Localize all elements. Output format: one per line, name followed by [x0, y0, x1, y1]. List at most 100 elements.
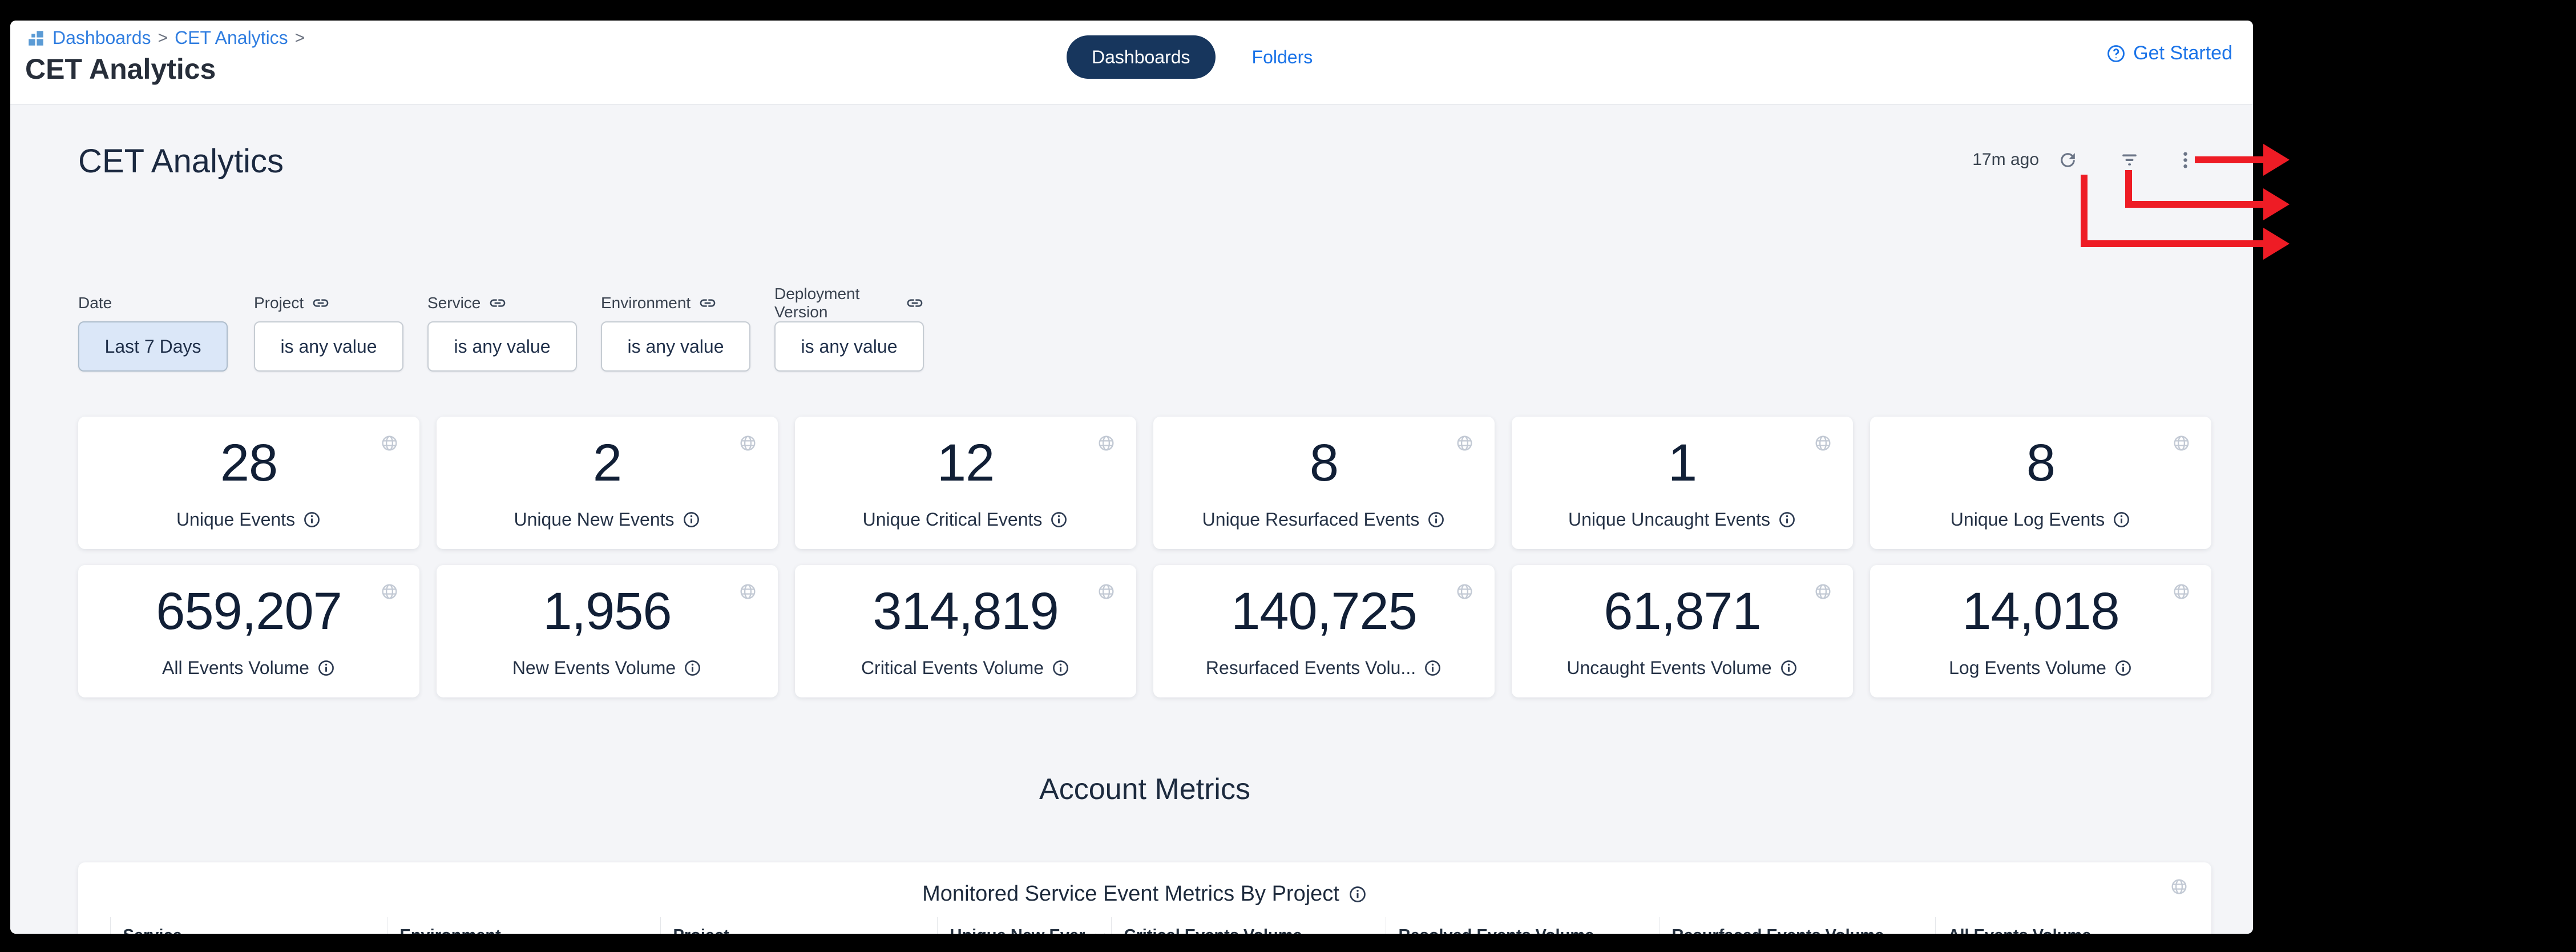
info-icon[interactable]: [1051, 659, 1070, 677]
kpi-value: 1: [1667, 434, 1697, 492]
globe-icon: [1814, 582, 1832, 601]
help-question-icon: [2106, 43, 2126, 64]
kpi-value: 2: [592, 434, 622, 492]
globe-icon: [1455, 434, 1474, 453]
filter-project-value[interactable]: is any value: [254, 321, 403, 372]
annotation-arrow-refresh-head: [2263, 228, 2290, 260]
kpi-value: 14,018: [1962, 582, 2119, 640]
table-card: Monitored Service Event Metrics By Proje…: [78, 862, 2211, 934]
kpi-value: 140,725: [1231, 582, 1418, 640]
kpi-label: All Events Volume: [162, 657, 309, 678]
column-header-unique-new-events[interactable]: Unique New Ever: [936, 917, 1111, 934]
kpi-value: 28: [220, 434, 278, 492]
page-title: CET Analytics: [25, 53, 216, 85]
tab-dashboards[interactable]: Dashboards: [1067, 35, 1216, 79]
annotation-arrow-filter-vline: [2125, 170, 2132, 208]
annotation-arrow-filter-line: [2125, 201, 2263, 208]
filter-icon[interactable]: [2118, 149, 2140, 171]
filter-project: Project is any value: [254, 293, 403, 372]
filter-service: Service is any value: [427, 293, 577, 372]
column-header-all-events-volume[interactable]: All Events Volume: [1935, 917, 2211, 934]
kpi-card-log-events-volume: 14,018 Log Events Volume: [1870, 565, 2211, 697]
section-title: Account Metrics: [1039, 773, 1250, 806]
info-icon[interactable]: [1348, 885, 1367, 904]
annotation-arrow-refresh-line: [2081, 240, 2263, 247]
globe-icon: [2172, 582, 2191, 601]
annotation-arrow-filter-head: [2263, 188, 2290, 220]
column-header-resurfaced-events-volume[interactable]: Resurfaced Events Volume: [1658, 917, 1935, 934]
dashboard-content: CET Analytics 17m ago Date Last 7 Days: [10, 104, 2253, 934]
breadcrumb-link-cet-analytics[interactable]: CET Analytics: [175, 27, 288, 48]
globe-icon: [1097, 582, 1116, 601]
kpi-label: Unique Uncaught Events: [1568, 509, 1770, 530]
breadcrumb-link-dashboards[interactable]: Dashboards: [53, 27, 151, 48]
globe-icon: [1814, 434, 1832, 453]
info-icon[interactable]: [1049, 510, 1068, 529]
kpi-label: Unique Events: [176, 509, 296, 530]
filter-environment: Environment is any value: [601, 293, 750, 372]
kpi-card-unique-log-events: 8 Unique Log Events: [1870, 417, 2211, 549]
info-icon[interactable]: [2114, 659, 2133, 677]
link-icon: [488, 294, 507, 312]
globe-icon: [1455, 582, 1474, 601]
globe-icon: [1097, 434, 1116, 453]
app-window: Dashboards > CET Analytics > CET Analyti…: [10, 21, 2253, 934]
column-header-critical-events-volume[interactable]: Critical Events Volume: [1111, 917, 1386, 934]
info-icon[interactable]: [1427, 510, 1446, 529]
column-header-service[interactable]: Service: [110, 917, 387, 934]
column-header-environment[interactable]: Environment: [386, 917, 660, 934]
kpi-card-all-events-volume: 659,207 All Events Volume: [78, 565, 419, 697]
globe-icon: [738, 434, 757, 453]
refresh-icon[interactable]: [2057, 149, 2078, 171]
info-icon[interactable]: [1778, 510, 1796, 529]
kpi-label: Uncaught Events Volume: [1566, 657, 1772, 678]
info-icon[interactable]: [1423, 659, 1442, 677]
breadcrumb-separator: >: [158, 28, 168, 47]
column-header-resolved-events-volume[interactable]: Resolved Events Volume: [1385, 917, 1659, 934]
kpi-card-unique-events: 28 Unique Events: [78, 417, 419, 549]
info-icon[interactable]: [1779, 659, 1798, 677]
tab-folders[interactable]: Folders: [1251, 46, 1313, 67]
kpi-value: 1,956: [543, 582, 672, 640]
get-started-label: Get Started: [2133, 42, 2232, 64]
kpi-value: 659,207: [156, 582, 342, 640]
filter-label: Environment: [601, 294, 691, 312]
kpi-label: Unique Resurfaced Events: [1202, 509, 1420, 530]
link-icon: [698, 294, 717, 312]
get-started-button[interactable]: Get Started: [2106, 42, 2232, 64]
kpi-card-new-events-volume: 1,956 New Events Volume: [437, 565, 778, 697]
kpi-grid: 28 Unique Events 2 Unique New Events 12 …: [78, 417, 2211, 697]
dashboard-actions: 17m ago: [10, 149, 2253, 172]
annotation-arrow-kebab-line: [2195, 156, 2263, 163]
kebab-menu-icon[interactable]: [2174, 149, 2196, 171]
kpi-label: Unique Critical Events: [862, 509, 1043, 530]
globe-icon: [738, 582, 757, 601]
annotation-arrow-refresh-vline: [2081, 175, 2088, 247]
globe-icon: [2172, 434, 2191, 453]
table-title: Monitored Service Event Metrics By Proje…: [922, 882, 1339, 906]
main-tabs: Dashboards Folders: [1067, 34, 1313, 80]
filter-date: Date Last 7 Days: [78, 293, 228, 372]
column-header-project[interactable]: Project: [660, 917, 937, 934]
table-header-row: Service Environment Project Unique New E…: [78, 917, 2211, 934]
filter-service-value[interactable]: is any value: [427, 321, 577, 372]
link-icon: [906, 294, 924, 312]
info-icon[interactable]: [682, 510, 701, 529]
filter-environment-value[interactable]: is any value: [601, 321, 750, 372]
kpi-value: 61,871: [1604, 582, 1761, 640]
info-icon[interactable]: [683, 659, 702, 677]
filter-date-value[interactable]: Last 7 Days: [78, 321, 228, 372]
kpi-value: 12: [936, 434, 995, 492]
kpi-card-unique-resurfaced-events: 8 Unique Resurfaced Events: [1153, 417, 1495, 549]
filter-deployment-version-value[interactable]: is any value: [774, 321, 924, 372]
kpi-card-unique-new-events: 2 Unique New Events: [437, 417, 778, 549]
info-icon[interactable]: [317, 659, 336, 677]
kpi-card-critical-events-volume: 314,819 Critical Events Volume: [795, 565, 1136, 697]
kpi-label: Log Events Volume: [1949, 657, 2106, 678]
info-icon[interactable]: [302, 510, 321, 529]
last-refreshed-label: 17m ago: [1972, 150, 2039, 169]
info-icon[interactable]: [2112, 510, 2131, 529]
globe-icon: [380, 582, 399, 601]
filter-label: Deployment Version: [774, 285, 860, 321]
dashboards-grid-icon[interactable]: [26, 29, 46, 48]
